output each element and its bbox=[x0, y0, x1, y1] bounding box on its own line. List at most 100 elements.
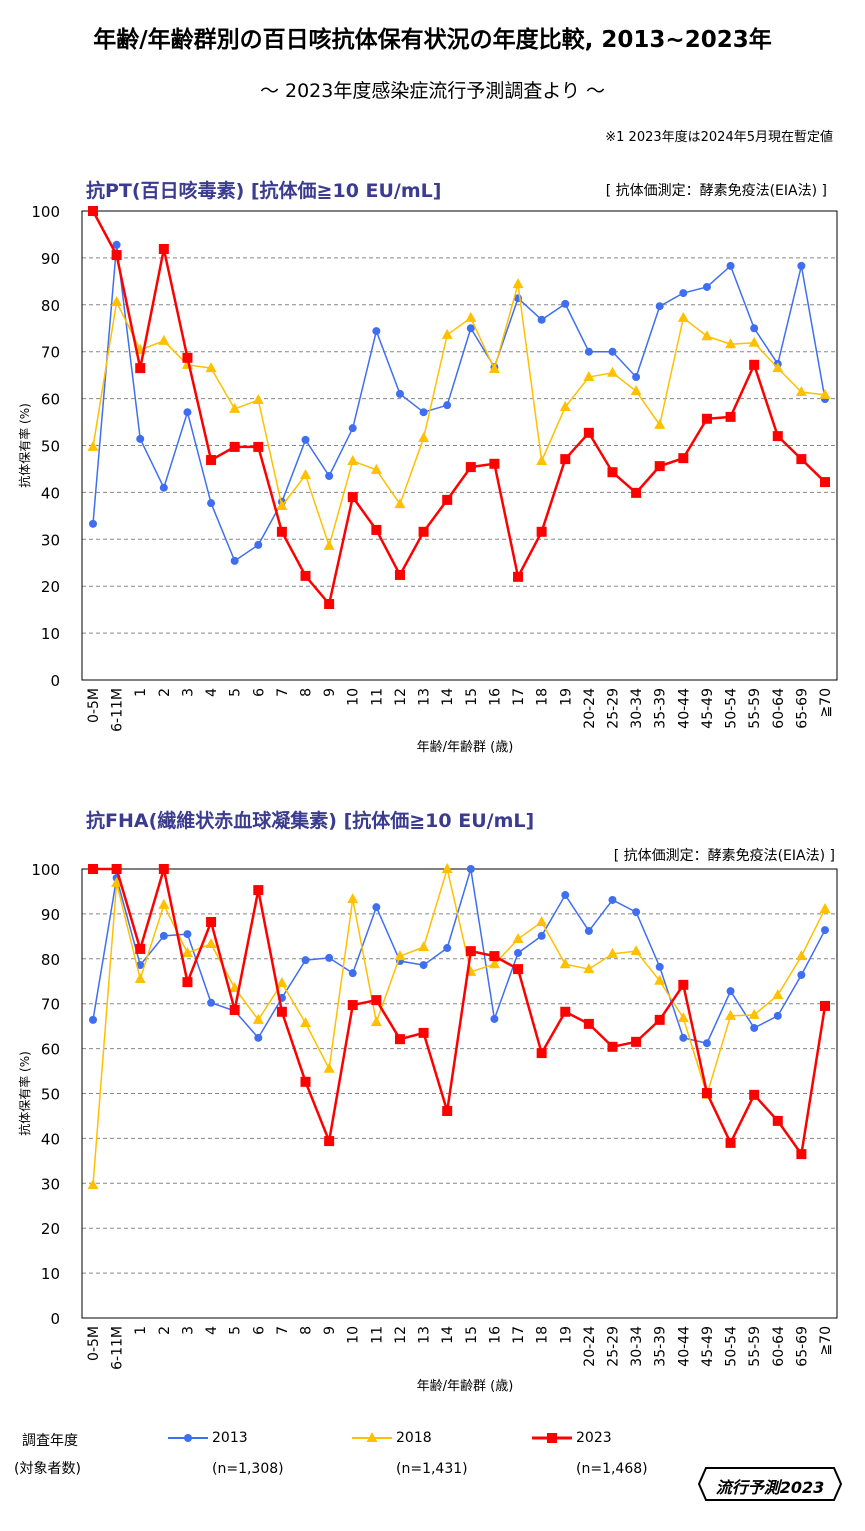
point-2013 bbox=[797, 261, 806, 270]
y-tick-label: 100 bbox=[31, 203, 60, 221]
point-2023 bbox=[583, 1018, 594, 1029]
x-tick-label: 20-24 bbox=[582, 688, 598, 729]
x-tick-label: 5 bbox=[228, 1326, 244, 1335]
x-tick-label: 55-59 bbox=[747, 1326, 763, 1367]
point-2018 bbox=[677, 311, 689, 322]
point-2013 bbox=[537, 931, 546, 940]
y-tick-label: 40 bbox=[41, 484, 60, 502]
point-2018 bbox=[205, 937, 217, 948]
point-2018 bbox=[512, 933, 524, 944]
chart2-method: [ 抗体価測定：酵素免疫法(EIA法) ] bbox=[613, 848, 835, 864]
point-2013 bbox=[254, 1033, 263, 1042]
point-2023 bbox=[111, 864, 122, 874]
point-2018 bbox=[300, 1017, 312, 1028]
y-tick-label: 20 bbox=[41, 578, 60, 596]
point-2018 bbox=[725, 338, 737, 349]
point-2023 bbox=[158, 864, 169, 874]
point-2023 bbox=[536, 1048, 547, 1059]
point-2023 bbox=[442, 494, 453, 505]
point-2018 bbox=[583, 371, 595, 382]
point-2018 bbox=[252, 394, 264, 405]
point-2013 bbox=[207, 499, 216, 508]
x-tick-label: 0-5M bbox=[86, 1326, 102, 1361]
point-2018 bbox=[583, 963, 595, 974]
x-tick-label: 15 bbox=[464, 688, 480, 706]
point-2013 bbox=[230, 556, 239, 565]
point-2018 bbox=[370, 1016, 382, 1027]
chart1-title: 抗PT(百日咳毒素) [抗体価≧10 EU/mL] bbox=[86, 180, 442, 202]
point-2018 bbox=[630, 945, 642, 956]
point-2023 bbox=[489, 951, 500, 962]
point-2018 bbox=[677, 1012, 689, 1023]
x-tick-label: 6 bbox=[251, 1326, 267, 1335]
point-2013 bbox=[466, 324, 475, 333]
point-2018 bbox=[536, 454, 548, 465]
point-2018 bbox=[488, 363, 500, 374]
point-2018 bbox=[654, 974, 666, 985]
x-tick-label: 25-29 bbox=[605, 1326, 621, 1367]
point-2023 bbox=[88, 206, 98, 216]
x-tick-label: 16 bbox=[487, 688, 503, 706]
point-2023 bbox=[465, 462, 476, 473]
point-2023 bbox=[772, 431, 783, 442]
point-2013 bbox=[419, 961, 428, 970]
point-2013 bbox=[726, 987, 735, 996]
point-2023 bbox=[631, 1036, 642, 1047]
point-2013 bbox=[632, 908, 641, 917]
point-2013 bbox=[159, 931, 168, 940]
point-2023 bbox=[725, 411, 736, 422]
point-2018 bbox=[229, 981, 241, 992]
series-2023-line bbox=[93, 867, 827, 1158]
point-2023 bbox=[820, 1000, 830, 1011]
legend-2013-label: 2013 bbox=[212, 1430, 248, 1446]
point-2013 bbox=[584, 347, 593, 356]
point-2023 bbox=[229, 441, 240, 452]
point-2023 bbox=[725, 1137, 736, 1148]
x-tick-label: 2 bbox=[157, 688, 173, 697]
x-tick-label: 6-11M bbox=[110, 688, 126, 732]
point-2013 bbox=[443, 944, 452, 953]
page-subtitle: ～ 2023年度感染症流行予測調査より ～ bbox=[259, 80, 606, 102]
point-2023 bbox=[324, 1136, 335, 1147]
point-2013 bbox=[372, 327, 381, 336]
x-tick-label: 11 bbox=[369, 1326, 385, 1344]
point-2018 bbox=[323, 1062, 335, 1073]
y-tick-label: 10 bbox=[41, 1265, 60, 1283]
x-tick-label: 16 bbox=[487, 1326, 503, 1344]
point-2013 bbox=[136, 434, 145, 443]
point-2013 bbox=[514, 948, 523, 957]
point-2023 bbox=[796, 454, 807, 465]
point-2013 bbox=[443, 401, 452, 410]
point-2023 bbox=[111, 250, 122, 261]
point-2023 bbox=[182, 977, 193, 988]
x-tick-label: 13 bbox=[417, 688, 433, 706]
point-2018 bbox=[606, 366, 618, 377]
point-2013 bbox=[561, 299, 570, 308]
point-2013 bbox=[537, 315, 546, 324]
point-2013 bbox=[679, 1033, 688, 1042]
y-axis-label: 抗体保有率 (%) bbox=[17, 1051, 32, 1136]
point-2023 bbox=[442, 1106, 453, 1117]
y-tick-label: 30 bbox=[41, 531, 60, 549]
point-2023 bbox=[135, 363, 146, 374]
x-tick-label: 50-54 bbox=[724, 688, 740, 729]
point-2023 bbox=[749, 359, 760, 370]
y-tick-label: 0 bbox=[50, 1310, 60, 1328]
x-tick-label: 19 bbox=[558, 688, 574, 706]
point-2013 bbox=[632, 373, 641, 382]
point-2013 bbox=[348, 424, 357, 433]
x-tick-label: 65-69 bbox=[794, 1326, 810, 1367]
point-2013 bbox=[750, 324, 759, 333]
point-2023 bbox=[394, 1034, 405, 1045]
point-2013 bbox=[419, 408, 428, 417]
point-2013 bbox=[112, 240, 121, 249]
legend-2018-marker bbox=[366, 1432, 378, 1442]
point-2013 bbox=[561, 891, 570, 900]
point-2013 bbox=[325, 471, 334, 480]
point-2023 bbox=[607, 467, 618, 478]
point-2018 bbox=[276, 977, 288, 988]
logo: 流行予測2023 bbox=[698, 1466, 842, 1502]
